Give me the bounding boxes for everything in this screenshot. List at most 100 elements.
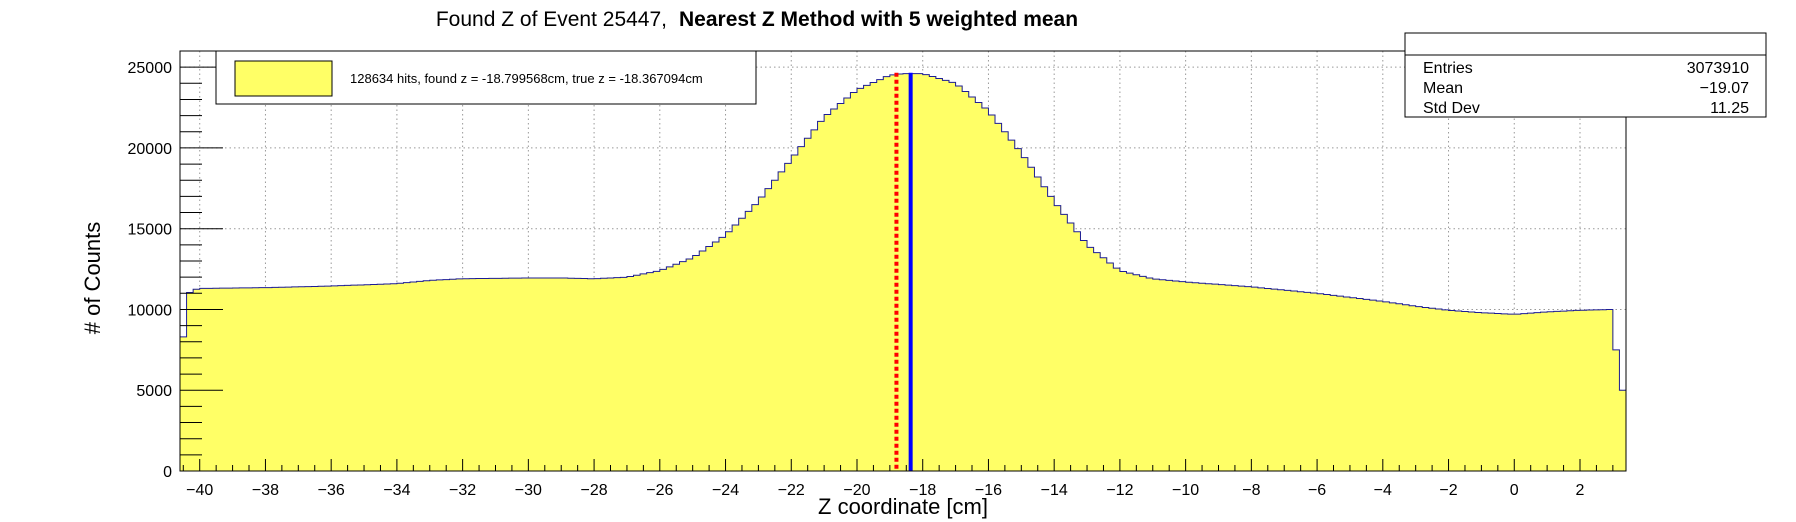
hist-bin xyxy=(1034,177,1042,471)
hist-bin xyxy=(843,98,851,471)
hist-bin xyxy=(1073,231,1081,471)
x-tick-label: −20 xyxy=(843,482,870,499)
hist-bin xyxy=(942,80,950,472)
x-axis-title: Z coordinate [cm] xyxy=(818,494,988,519)
hist-bin xyxy=(180,336,188,471)
hist-bin xyxy=(534,277,542,471)
hist-bin xyxy=(423,280,431,471)
hist-bin xyxy=(626,276,635,471)
hist-bin xyxy=(1527,313,1535,471)
hist-bin xyxy=(896,74,904,472)
hist-bin xyxy=(1277,289,1285,471)
x-tick-label: −4 xyxy=(1374,482,1392,499)
hist-bin xyxy=(1225,285,1233,471)
hist-bin xyxy=(206,288,214,471)
hist-bin xyxy=(212,288,220,471)
hist-bin xyxy=(1336,296,1344,471)
hist-bin xyxy=(252,287,260,471)
y-tick-label: 10000 xyxy=(128,302,173,319)
stats-frame xyxy=(1404,32,1767,118)
x-tick-label: −28 xyxy=(581,482,608,499)
legend-swatch xyxy=(234,60,333,97)
hist-bin xyxy=(1507,314,1515,471)
hist-bin xyxy=(1100,257,1108,471)
hist-bin xyxy=(935,78,943,471)
hist-bin xyxy=(574,278,582,471)
hist-bin xyxy=(1382,301,1390,471)
hist-bin xyxy=(410,282,418,471)
hist-bin xyxy=(1389,302,1397,471)
hist-bin xyxy=(646,272,654,471)
hist-bin xyxy=(1481,312,1489,471)
x-tick-label: −12 xyxy=(1106,482,1133,499)
hist-bin xyxy=(1264,288,1272,471)
hist-bin xyxy=(1323,294,1331,471)
hist-bin xyxy=(659,269,667,471)
hist-bin xyxy=(699,250,707,471)
hist-bin xyxy=(1619,390,1627,471)
hist-bin xyxy=(350,285,358,471)
hist-bin xyxy=(245,287,253,471)
hist-bin xyxy=(1047,196,1055,471)
histogram-bars xyxy=(179,73,1627,472)
stats-mean-label: Mean xyxy=(1423,80,1463,97)
y-tick-label: 5000 xyxy=(136,383,172,400)
y-tick-label: 25000 xyxy=(128,60,173,77)
hist-bin xyxy=(1001,131,1009,471)
hist-bin xyxy=(1612,349,1620,471)
hist-bin xyxy=(1547,311,1555,471)
hist-bin xyxy=(272,287,280,471)
hist-bin xyxy=(1586,310,1594,471)
hist-bin xyxy=(1211,284,1219,471)
x-tick-label: −10 xyxy=(1172,482,1199,499)
hist-bin xyxy=(1060,214,1068,472)
hist-bin xyxy=(929,76,937,472)
stats-entries-value: 3073910 xyxy=(1687,60,1749,77)
hist-bin xyxy=(318,286,326,471)
hist-bin xyxy=(916,73,924,471)
hist-bin xyxy=(1192,282,1200,471)
hist-bin xyxy=(1284,290,1292,471)
hist-bin xyxy=(995,123,1003,471)
hist-bin xyxy=(1599,309,1607,471)
hist-bin xyxy=(1106,262,1114,471)
hist-bin xyxy=(186,292,194,471)
hist-bin xyxy=(1566,310,1574,471)
hist-bin xyxy=(1310,292,1318,471)
hist-bin xyxy=(1343,296,1351,471)
hist-bin xyxy=(442,279,450,471)
hist-bin xyxy=(909,73,917,471)
hist-bin xyxy=(981,108,989,472)
hist-bin xyxy=(672,264,681,471)
hist-bin xyxy=(1553,311,1561,471)
hist-bin xyxy=(1159,279,1167,471)
hist-bin xyxy=(344,285,352,471)
hist-bin xyxy=(449,279,457,471)
y-tick-label: 15000 xyxy=(128,222,173,239)
hist-bin xyxy=(758,197,766,471)
hist-bin xyxy=(199,288,207,471)
hist-bin xyxy=(1146,277,1154,471)
hist-bin xyxy=(1560,311,1568,471)
chart-title-method: Nearest Z Method with 5 weighted mean xyxy=(679,8,1078,31)
hist-bin xyxy=(416,281,424,471)
hist-bin xyxy=(1593,309,1601,471)
hist-bin xyxy=(883,76,891,471)
hist-bin xyxy=(337,285,345,471)
hist-bin xyxy=(745,211,753,471)
hist-bin xyxy=(377,284,385,471)
hist-bin xyxy=(1415,306,1423,471)
hist-bin xyxy=(1501,313,1509,471)
hist-bin xyxy=(870,82,878,471)
hist-bin xyxy=(889,74,897,472)
hist-bin xyxy=(1448,310,1456,471)
hist-bin xyxy=(193,289,201,471)
hist-bin xyxy=(692,255,700,471)
hist-bin xyxy=(975,102,983,472)
chart-title: Found Z of Event 25447, xyxy=(436,8,667,31)
x-axis: −40 −38 −36 −34 −32 −30 −28 −26 −24 −22 −20 −18 −16−… xyxy=(182,459,1614,499)
hist-bin xyxy=(219,288,227,471)
hist-bin xyxy=(1093,252,1101,471)
hist-bin xyxy=(488,278,496,471)
hist-bin xyxy=(725,231,733,471)
